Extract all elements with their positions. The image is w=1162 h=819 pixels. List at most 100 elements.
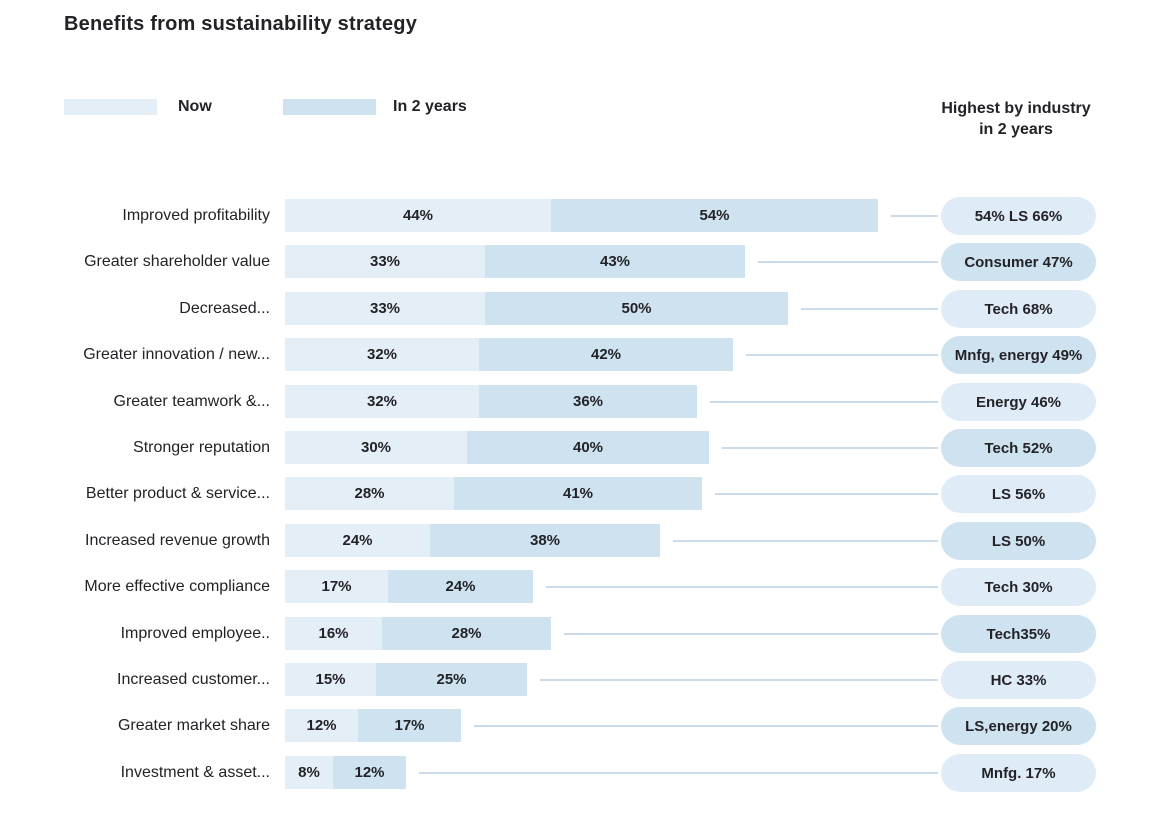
- bar-now-segment: 12%: [285, 709, 358, 742]
- bar-now-segment: 16%: [285, 617, 382, 650]
- chart-title: Benefits from sustainability strategy: [64, 13, 418, 35]
- row-label: Greater teamwork &...: [113, 393, 271, 410]
- industry-pill: Tech 68%: [941, 290, 1096, 328]
- industry-pill: Energy 46%: [941, 383, 1096, 421]
- industry-pill: Tech35%: [941, 615, 1096, 653]
- bar-now-value: 30%: [360, 439, 392, 456]
- bar-now-segment: 44%: [285, 199, 551, 232]
- highest-by-industry-header-line2: in 2 years: [979, 121, 1053, 138]
- industry-pill: HC 33%: [941, 661, 1096, 699]
- bar-in-2-years-segment: 54%: [551, 199, 878, 232]
- bar-now-segment: 15%: [285, 663, 376, 696]
- row-label: Greater shareholder value: [84, 253, 270, 270]
- bar-in-2-years-segment: 50%: [485, 292, 788, 325]
- highest-by-industry-header-line1: Highest by industry: [941, 100, 1091, 117]
- connector-line: [722, 447, 938, 449]
- bar-now-segment: 28%: [285, 477, 454, 510]
- bar-now-segment: 32%: [285, 385, 479, 418]
- bar-now-segment: 32%: [285, 338, 479, 371]
- connector-line: [474, 725, 938, 727]
- industry-pill: 54% LS 66%: [941, 197, 1096, 235]
- row-label: Increased revenue growth: [85, 532, 270, 549]
- bar-now-value: 15%: [315, 671, 346, 688]
- connector-line: [891, 215, 938, 217]
- legend-label-in-2-years: In 2 years: [393, 98, 467, 115]
- bar-now-value: 24%: [342, 532, 373, 549]
- bar-in-2-years-segment: 43%: [485, 245, 745, 278]
- bar-in-2-years-segment: 41%: [454, 477, 702, 510]
- bar-in-2-years-segment: 36%: [479, 385, 697, 418]
- bar-in-2-years-value: 17%: [394, 717, 425, 734]
- bar-now-value: 44%: [402, 207, 434, 224]
- bar-in-2-years-value: 54%: [699, 207, 730, 224]
- row-label: Decreased...: [179, 300, 270, 317]
- connector-line: [419, 772, 938, 774]
- bar-in-2-years-value: 43%: [599, 253, 631, 270]
- row-label: Stronger reputation: [133, 439, 270, 456]
- connector-line: [746, 354, 938, 356]
- row-label: Greater market share: [117, 717, 270, 734]
- bar-now-value: 17%: [321, 578, 352, 595]
- connector-line: [673, 540, 938, 542]
- bar-in-2-years-value: 36%: [572, 393, 604, 410]
- connector-line: [710, 401, 938, 403]
- bar-in-2-years-segment: 24%: [388, 570, 533, 603]
- bar-in-2-years-segment: 42%: [479, 338, 733, 371]
- legend-swatch-now: [64, 99, 157, 115]
- bar-now-value: 32%: [366, 346, 398, 363]
- legend-label-now: Now: [178, 98, 212, 115]
- row-label: More effective compliance: [84, 578, 270, 595]
- row-label: Improved employee..: [120, 625, 270, 642]
- bar-now-segment: 24%: [285, 524, 430, 557]
- row-label: Increased customer...: [117, 671, 270, 688]
- bar-in-2-years-segment: 12%: [333, 756, 406, 789]
- bar-now-segment: 33%: [285, 292, 485, 325]
- connector-line: [715, 493, 938, 495]
- bar-in-2-years-value: 24%: [445, 578, 476, 595]
- bar-now-segment: 33%: [285, 245, 485, 278]
- bar-in-2-years-segment: 25%: [376, 663, 527, 696]
- industry-pill: Mnfg, energy 49%: [941, 336, 1096, 374]
- row-label: Investment & asset...: [120, 764, 270, 781]
- bar-in-2-years-value: 50%: [621, 300, 652, 317]
- highest-by-industry-header: Highest by industry in 2 years: [925, 98, 1107, 140]
- industry-pill: LS,energy 20%: [941, 707, 1096, 745]
- connector-line: [758, 261, 938, 263]
- industry-pill: LS 50%: [941, 522, 1096, 560]
- bar-now-value: 8%: [298, 764, 320, 781]
- bar-now-value: 12%: [306, 717, 337, 734]
- bar-now-segment: 17%: [285, 570, 388, 603]
- bar-in-2-years-segment: 38%: [430, 524, 660, 557]
- row-label: Greater innovation / new...: [83, 346, 270, 363]
- bar-now-value: 33%: [369, 300, 401, 317]
- bar-in-2-years-value: 28%: [451, 625, 482, 642]
- industry-pill: LS 56%: [941, 475, 1096, 513]
- industry-pill: Tech 30%: [941, 568, 1096, 606]
- bar-in-2-years-value: 25%: [436, 671, 467, 688]
- industry-pill: Tech 52%: [941, 429, 1096, 467]
- bar-in-2-years-segment: 17%: [358, 709, 461, 742]
- bar-in-2-years-value: 40%: [572, 439, 604, 456]
- bar-now-value: 33%: [369, 253, 401, 270]
- bar-now-value: 32%: [366, 393, 398, 410]
- industry-pill: Mnfg. 17%: [941, 754, 1096, 792]
- connector-line: [546, 586, 938, 588]
- legend-swatch-in-2-years: [283, 99, 376, 115]
- connector-line: [564, 633, 938, 635]
- bar-in-2-years-segment: 40%: [467, 431, 709, 464]
- row-label: Better product & service...: [85, 485, 270, 502]
- row-label: Improved profitability: [122, 207, 270, 224]
- bar-now-segment: 8%: [285, 756, 333, 789]
- bar-in-2-years-value: 38%: [529, 532, 561, 549]
- connector-line: [540, 679, 938, 681]
- bar-in-2-years-value: 42%: [590, 346, 622, 363]
- bar-now-value: 28%: [354, 485, 385, 502]
- bar-in-2-years-value: 12%: [354, 764, 385, 781]
- bar-in-2-years-segment: 28%: [382, 617, 551, 650]
- bar-in-2-years-value: 41%: [562, 485, 594, 502]
- bar-now-value: 16%: [318, 625, 349, 642]
- connector-line: [801, 308, 938, 310]
- industry-pill: Consumer 47%: [941, 243, 1096, 281]
- bar-now-segment: 30%: [285, 431, 467, 464]
